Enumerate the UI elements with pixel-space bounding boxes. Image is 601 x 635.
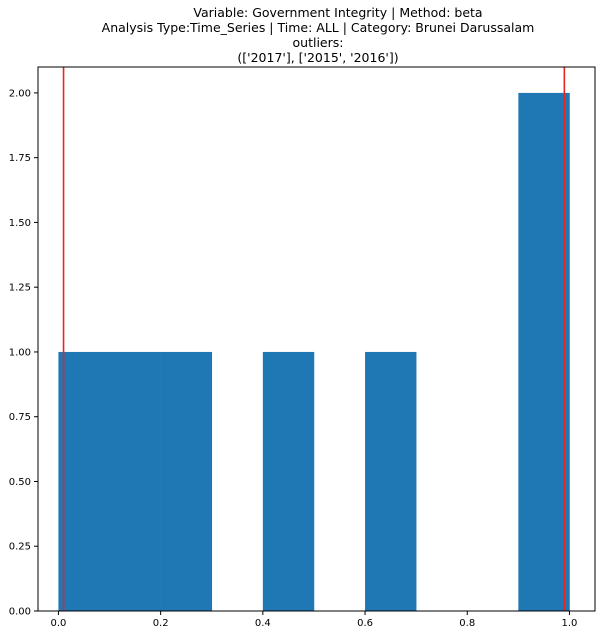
histogram-bar-0	[58, 351, 110, 611]
x-tick-label-1: 0.2	[153, 618, 169, 629]
y-tick-label-6: 1.50	[9, 218, 31, 229]
histogram-bar-4	[262, 351, 315, 611]
x-tick-label-4: 0.8	[459, 618, 475, 629]
histogram-bar-9	[518, 92, 570, 611]
axes-frame	[37, 66, 596, 612]
histogram-bar-2	[160, 351, 213, 611]
histogram-bars	[58, 92, 570, 611]
y-tick-label-1: 0.25	[9, 542, 31, 553]
threshold-lines	[62, 67, 566, 611]
y-tick-label-8: 2.00	[9, 88, 31, 99]
x-tick-label-3: 0.6	[357, 618, 373, 629]
y-tick-label-3: 0.75	[9, 412, 31, 423]
x-tick-label-2: 0.4	[255, 618, 271, 629]
y-tick-label-5: 1.25	[9, 283, 31, 294]
y-tick-label-2: 0.50	[9, 477, 31, 488]
x-tick-label-0: 0.0	[50, 618, 66, 629]
chart-title: Variable: Government Integrity | Method:…	[102, 5, 535, 65]
y-tick-label-4: 1.00	[9, 347, 31, 358]
title-line-4: (['2017'], ['2015', '2016'])	[237, 50, 398, 65]
y-axis-ticks: 0.00 0.25 0.50 0.75 1.00 1.25 1.50 1.75 2.00	[9, 88, 38, 618]
x-tick-label-5: 1.0	[561, 618, 577, 629]
title-line-1: Variable: Government Integrity | Method:…	[193, 5, 482, 20]
histogram-bar-1	[109, 351, 161, 611]
plot-frame	[37, 66, 596, 612]
y-tick-label-0: 0.00	[9, 607, 31, 618]
title-line-2: Analysis Type:Time_Series | Time: ALL | …	[102, 20, 535, 35]
title-line-3: outliers:	[293, 35, 344, 50]
y-tick-label-7: 1.75	[9, 153, 31, 164]
histogram-bar-6	[365, 351, 417, 611]
x-axis-ticks: 0.0 0.2 0.4 0.6 0.8 1.0	[50, 611, 577, 629]
